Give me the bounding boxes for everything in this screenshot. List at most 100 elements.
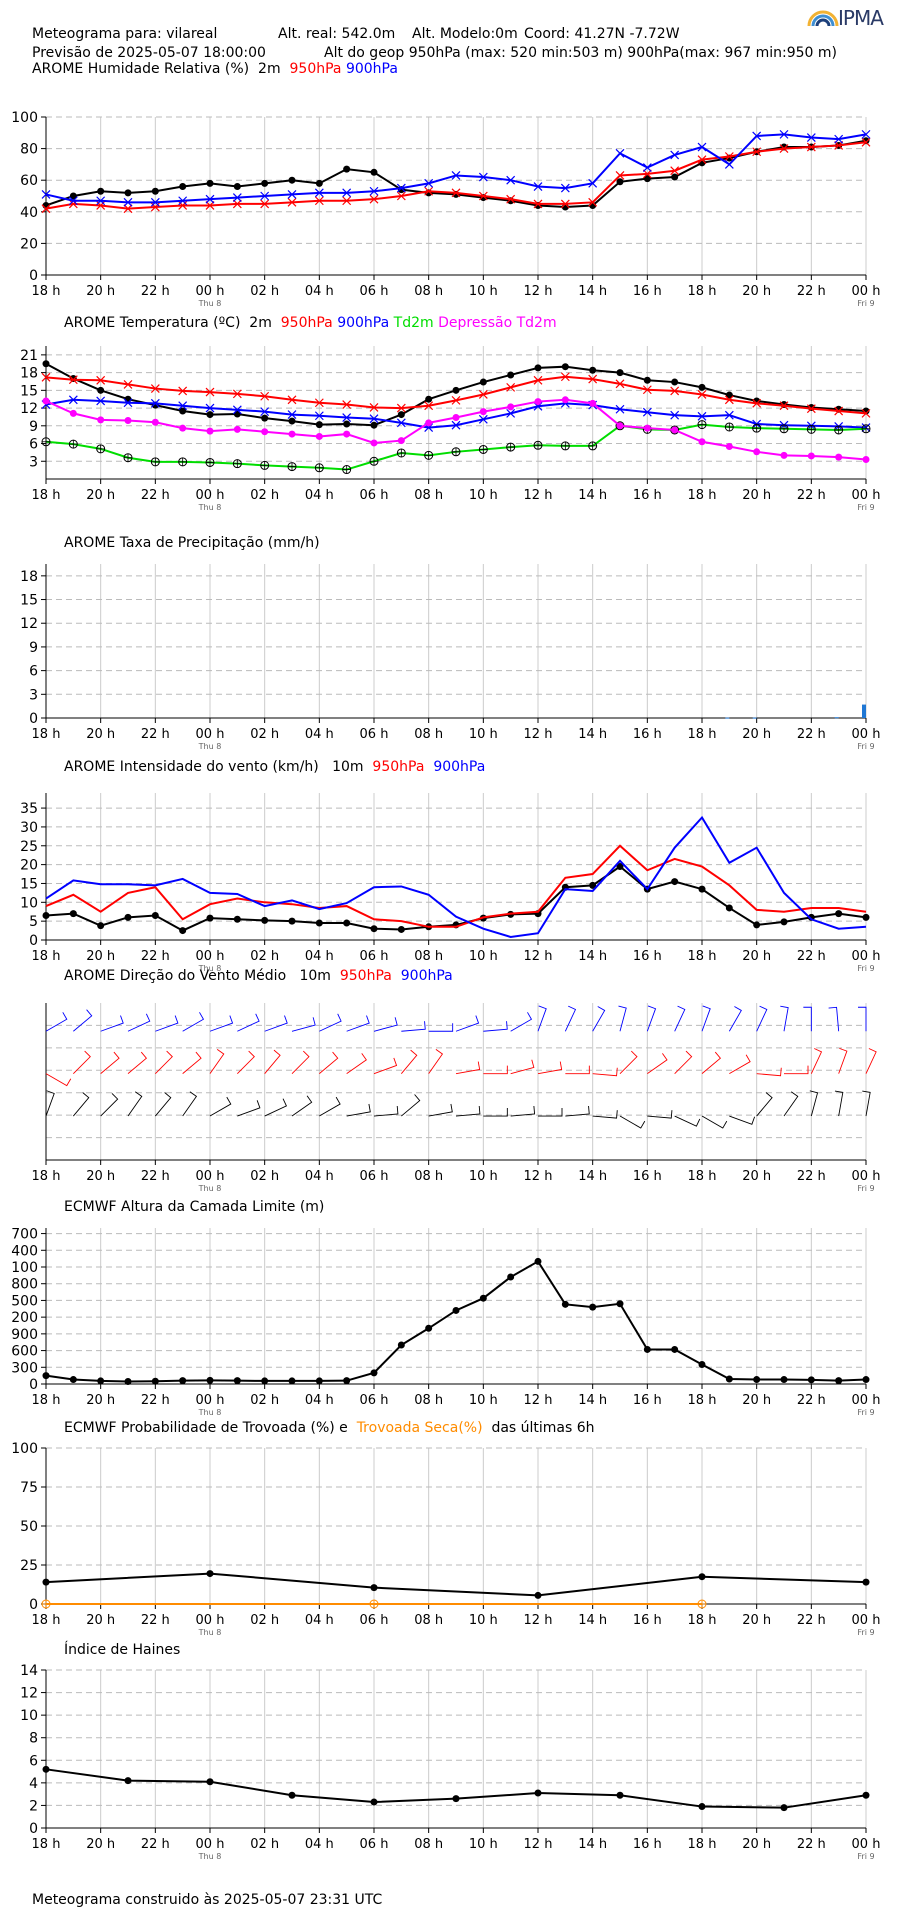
data-point	[205, 403, 215, 413]
wind-barb	[400, 1049, 418, 1074]
data-point	[862, 424, 870, 433]
x-day-label: Thu 8	[198, 1408, 222, 1417]
y-tick-label: 0	[29, 268, 38, 284]
data-point	[260, 461, 269, 470]
data-point	[862, 1376, 870, 1384]
data-point	[206, 411, 214, 419]
data-point	[561, 396, 569, 404]
y-tick-label: 20	[20, 858, 38, 874]
y-tick-label: 500	[11, 1293, 38, 1309]
x-tick-label: 16 h	[633, 1837, 662, 1852]
chart-title-part-6-0: ECMWF Probabilidade de Trovoada (%) e	[64, 1420, 357, 1436]
x-tick-label: 22 h	[141, 284, 170, 299]
wind-barb	[100, 1051, 120, 1074]
data-point	[698, 438, 706, 446]
data-point	[779, 129, 789, 139]
y-tick-label: 6	[29, 664, 38, 680]
x-tick-label: 04 h	[305, 1169, 334, 1184]
chart-title-part-1-1: 950hPa	[281, 315, 333, 331]
x-tick-label: 04 h	[305, 727, 334, 742]
x-tick-label: 22 h	[141, 1393, 170, 1408]
data-point	[533, 375, 543, 385]
wind-barb	[291, 1095, 313, 1117]
data-point	[96, 196, 106, 206]
x-tick-label: 00 h	[852, 1169, 881, 1184]
wind-barb	[319, 1051, 339, 1074]
data-point	[807, 425, 816, 434]
series-line-950hpa	[45, 844, 867, 928]
data-point	[588, 197, 598, 207]
wind-barb	[155, 1050, 173, 1074]
data-point	[288, 917, 296, 925]
x-day-label: Fri 9	[857, 742, 874, 751]
x-tick-label: 20 h	[742, 727, 771, 742]
data-point	[807, 452, 815, 460]
x-tick-label: 18 h	[688, 727, 717, 742]
chart-title-part-6-1: Trovoada Seca(%)	[356, 1420, 483, 1436]
x-tick-label: 00 h	[196, 727, 225, 742]
chart-panel-4: AROME Direção do Vento Médio 10m 950hPa …	[32, 968, 881, 1193]
data-point	[643, 376, 651, 384]
x-tick-label: 10 h	[469, 727, 498, 742]
wind-barb	[784, 1065, 809, 1075]
x-tick-label: 20 h	[742, 488, 771, 503]
y-tick-label: 6	[29, 437, 38, 453]
x-tick-label: 20 h	[86, 1837, 115, 1852]
data-point	[396, 403, 406, 413]
data-point	[342, 400, 352, 409]
data-point	[370, 1798, 378, 1806]
data-point	[315, 179, 323, 187]
data-point	[41, 189, 51, 199]
data-point	[425, 419, 433, 427]
data-point	[424, 178, 434, 188]
x-day-label: Fri 9	[857, 964, 874, 973]
x-tick-label: 00 h	[196, 1613, 225, 1628]
data-point	[643, 424, 651, 432]
data-point	[397, 437, 405, 445]
data-point	[615, 379, 625, 389]
x-tick-label: 18 h	[32, 949, 61, 964]
x-tick-label: 18 h	[32, 1837, 61, 1852]
x-tick-label: 06 h	[360, 727, 389, 742]
y-tick-label: 18	[20, 569, 38, 585]
data-point	[179, 927, 187, 935]
data-point	[178, 386, 188, 396]
wind-barb	[538, 1108, 563, 1117]
wind-barb	[346, 1053, 367, 1075]
y-tick-label: 300	[11, 1360, 38, 1376]
data-point	[370, 1600, 378, 1608]
chart-title-part-3-2	[424, 759, 433, 775]
wind-barb	[756, 1005, 768, 1032]
data-point	[288, 1791, 296, 1799]
data-point	[151, 418, 159, 426]
data-point	[534, 398, 542, 406]
chart-title-part-1-7: Depressão Td2m	[438, 315, 557, 331]
data-point	[589, 1303, 597, 1311]
wind-barb	[373, 1105, 399, 1117]
wind-barb	[264, 1015, 288, 1032]
series-line-blh	[45, 1260, 867, 1383]
wind-barb	[182, 1091, 198, 1117]
y-tick-label: 25	[20, 839, 38, 855]
data-point	[725, 391, 733, 399]
data-point	[698, 1361, 706, 1368]
data-point	[697, 142, 707, 152]
data-point	[206, 179, 214, 187]
data-point	[806, 404, 816, 414]
y-tick-label: 9	[29, 419, 38, 435]
x-tick-label: 16 h	[633, 1393, 662, 1408]
x-tick-label: 06 h	[360, 488, 389, 503]
wind-barb	[780, 1005, 789, 1032]
y-tick-label: 75	[20, 1480, 38, 1496]
data-point	[671, 1345, 679, 1353]
data-point	[261, 414, 269, 422]
data-point	[124, 913, 132, 921]
data-point	[861, 129, 871, 139]
wind-barb	[483, 1065, 508, 1075]
x-tick-label: 22 h	[797, 727, 826, 742]
x-tick-label: 18 h	[32, 1169, 61, 1184]
chart-title-part-3-1: 950hPa	[372, 759, 424, 775]
data-point	[452, 386, 460, 394]
data-point	[616, 422, 624, 430]
